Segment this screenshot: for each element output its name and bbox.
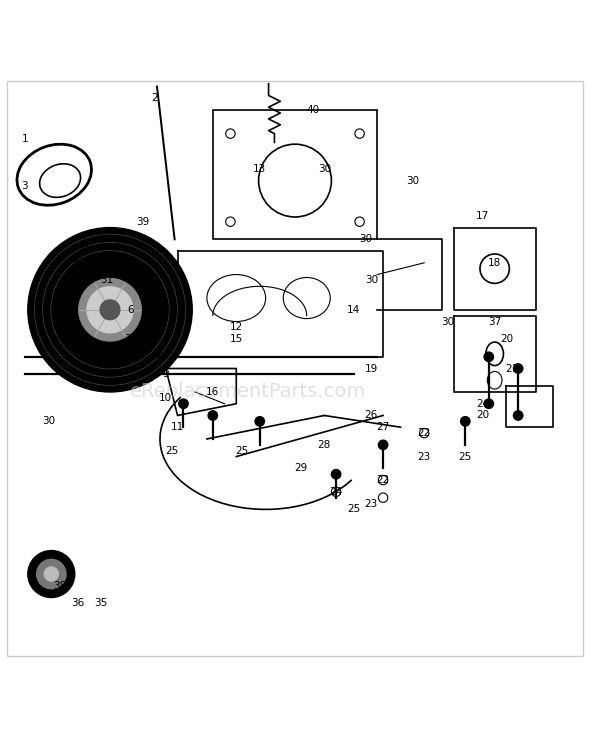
Text: 22: 22 xyxy=(376,475,390,485)
Circle shape xyxy=(378,440,388,450)
Text: 29: 29 xyxy=(294,464,307,473)
Text: 10: 10 xyxy=(159,393,172,403)
Text: 1: 1 xyxy=(22,134,28,144)
Text: 20: 20 xyxy=(476,411,490,421)
Text: 26: 26 xyxy=(365,411,378,421)
Text: 31: 31 xyxy=(100,276,114,285)
Circle shape xyxy=(37,559,66,589)
Circle shape xyxy=(208,411,218,420)
Text: 30: 30 xyxy=(406,175,419,186)
Text: 19: 19 xyxy=(365,363,378,374)
Text: 40: 40 xyxy=(306,105,319,115)
Text: 16: 16 xyxy=(206,387,219,397)
Circle shape xyxy=(484,399,493,408)
Text: 4: 4 xyxy=(156,246,163,256)
Text: 15: 15 xyxy=(230,334,243,344)
Circle shape xyxy=(100,300,120,320)
Text: 25: 25 xyxy=(347,504,360,514)
Circle shape xyxy=(79,279,141,341)
Text: 24: 24 xyxy=(476,399,490,409)
Text: 30: 30 xyxy=(42,416,55,426)
Circle shape xyxy=(484,352,493,361)
Text: 23: 23 xyxy=(365,498,378,509)
Text: 17: 17 xyxy=(476,211,490,221)
Text: 5: 5 xyxy=(127,264,134,273)
Text: 37: 37 xyxy=(488,316,501,326)
Text: 31: 31 xyxy=(124,334,137,344)
Text: 38: 38 xyxy=(54,581,67,591)
Circle shape xyxy=(255,416,264,426)
Circle shape xyxy=(513,411,523,420)
Circle shape xyxy=(179,399,188,408)
Circle shape xyxy=(87,287,133,333)
Text: 25: 25 xyxy=(235,446,249,455)
Text: 20: 20 xyxy=(500,334,513,344)
Text: 34: 34 xyxy=(71,258,84,268)
Text: 11: 11 xyxy=(171,422,184,432)
Text: 39: 39 xyxy=(136,217,149,227)
Text: 12: 12 xyxy=(230,322,243,332)
Text: 25: 25 xyxy=(165,446,178,455)
Text: 9: 9 xyxy=(162,369,169,380)
Text: eReplacementParts.com: eReplacementParts.com xyxy=(130,383,366,402)
Text: 36: 36 xyxy=(71,598,84,608)
Text: 28: 28 xyxy=(318,440,331,450)
Circle shape xyxy=(513,364,523,373)
Text: 33: 33 xyxy=(77,246,90,256)
Text: 30: 30 xyxy=(359,234,372,244)
Text: 14: 14 xyxy=(347,305,360,315)
Text: 32: 32 xyxy=(165,305,178,315)
Text: 18: 18 xyxy=(488,258,501,268)
Text: 8: 8 xyxy=(156,352,163,362)
Circle shape xyxy=(461,416,470,426)
Text: 24: 24 xyxy=(329,487,343,497)
Text: 6: 6 xyxy=(127,305,134,315)
Circle shape xyxy=(28,551,75,598)
Text: 27: 27 xyxy=(376,422,390,432)
Text: 13: 13 xyxy=(253,164,267,174)
Text: 3: 3 xyxy=(22,181,28,192)
Circle shape xyxy=(44,567,58,581)
Text: 23: 23 xyxy=(418,452,431,461)
Text: 30: 30 xyxy=(365,276,378,285)
Circle shape xyxy=(332,469,341,479)
Text: 25: 25 xyxy=(458,452,472,461)
Text: 30: 30 xyxy=(441,316,454,326)
Text: 21: 21 xyxy=(506,363,519,374)
Text: 22: 22 xyxy=(418,428,431,438)
Text: 35: 35 xyxy=(94,598,108,608)
Text: 30: 30 xyxy=(318,164,331,174)
Circle shape xyxy=(28,228,192,392)
Text: 2: 2 xyxy=(151,94,158,103)
